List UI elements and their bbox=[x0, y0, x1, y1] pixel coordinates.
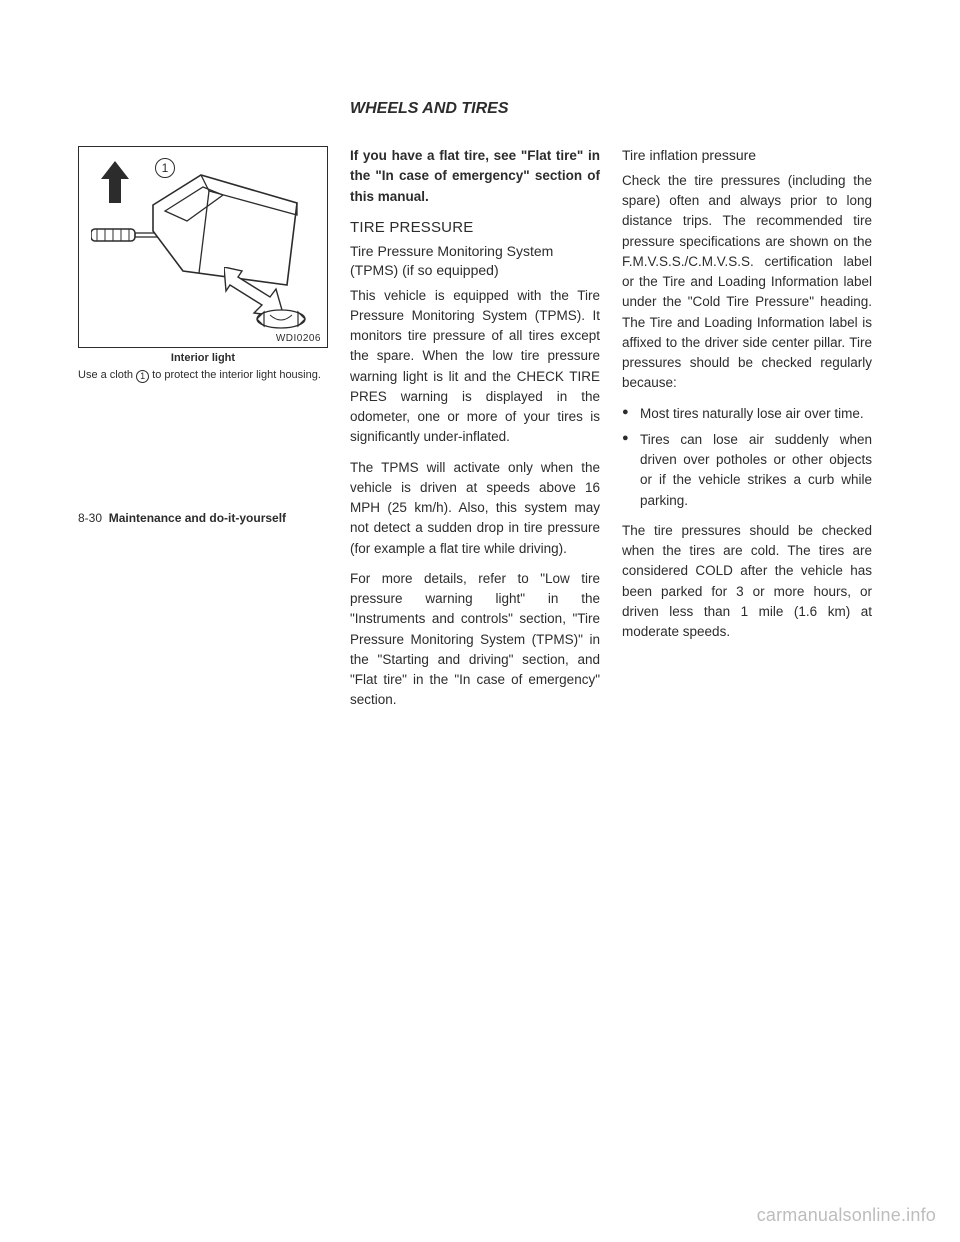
three-columns: 1 bbox=[78, 146, 882, 721]
fig-subtext-a: Use a cloth bbox=[78, 369, 136, 381]
inflation-bullets: Most tires naturally lose air over time.… bbox=[622, 404, 872, 511]
heading-tpms: Tire Pressure Monitoring System (TPMS) (… bbox=[350, 242, 600, 280]
page-footer: 8-30 Maintenance and do-it-yourself bbox=[78, 511, 286, 525]
manual-page: WHEELS AND TIRES 1 bbox=[0, 0, 960, 781]
tpms-p3: For more details, refer to "Low tire pre… bbox=[350, 569, 600, 711]
fig-subtext-b: to protect the interior light housing. bbox=[149, 369, 321, 381]
inflation-p1: Check the tire pressures (including the … bbox=[622, 171, 872, 394]
column-middle: If you have a flat tire, see "Flat tire"… bbox=[350, 146, 600, 721]
figure-code: WDI0206 bbox=[276, 333, 321, 344]
heading-inflation: Tire inflation pressure bbox=[622, 146, 872, 165]
page-number: 8-30 bbox=[78, 511, 102, 525]
bullet-1: Most tires naturally lose air over time. bbox=[622, 404, 872, 424]
figure-subtext: Use a cloth 1 to protect the interior li… bbox=[78, 367, 328, 384]
bullet-2: Tires can lose air suddenly when driven … bbox=[622, 430, 872, 511]
tpms-p2: The TPMS will activate only when the veh… bbox=[350, 458, 600, 559]
figure-caption: Interior light bbox=[78, 352, 328, 364]
section-name: Maintenance and do-it-yourself bbox=[109, 511, 286, 525]
column-right: Tire inflation pressure Check the tire p… bbox=[622, 146, 872, 721]
heading-tire-pressure: TIRE PRESSURE bbox=[350, 219, 600, 236]
inflation-p2: The tire pressures should be checked whe… bbox=[622, 521, 872, 643]
flat-tire-note: If you have a flat tire, see "Flat tire"… bbox=[350, 146, 600, 207]
inline-callout-1: 1 bbox=[136, 370, 149, 383]
watermark: carmanualsonline.info bbox=[757, 1205, 936, 1226]
tpms-p1: This vehicle is equipped with the Tire P… bbox=[350, 286, 600, 448]
column-left: 1 bbox=[78, 146, 328, 721]
section-header: WHEELS AND TIRES bbox=[350, 100, 882, 118]
figure-interior-light: 1 bbox=[78, 146, 328, 348]
bulb-icon bbox=[254, 305, 308, 333]
